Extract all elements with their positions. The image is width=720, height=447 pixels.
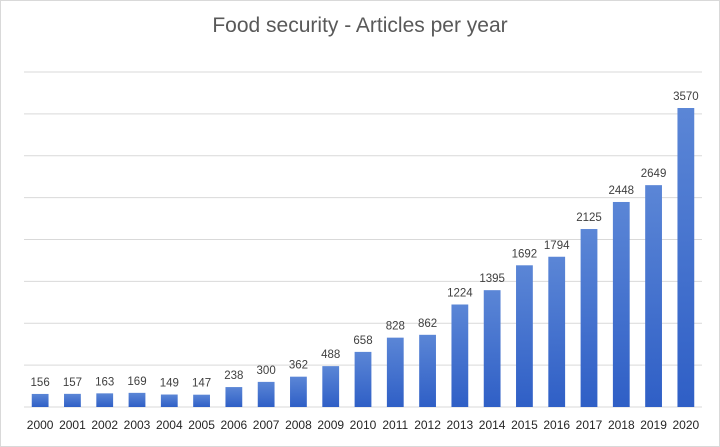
x-tick-2013: 2013 bbox=[447, 418, 474, 432]
bar-2012 bbox=[419, 334, 436, 407]
data-label-2006: 238 bbox=[224, 370, 243, 382]
data-label-2018: 2448 bbox=[608, 185, 634, 197]
bar-2000 bbox=[31, 393, 49, 407]
bar-2003 bbox=[128, 392, 146, 407]
x-tick-2008: 2008 bbox=[285, 418, 312, 432]
x-tick-2009: 2009 bbox=[317, 418, 344, 432]
bar-2009 bbox=[322, 366, 340, 407]
x-tick-2005: 2005 bbox=[188, 418, 215, 432]
x-tick-2017: 2017 bbox=[576, 418, 603, 432]
x-tick-2016: 2016 bbox=[543, 418, 570, 432]
x-tick-2020: 2020 bbox=[673, 418, 700, 432]
bar-2015 bbox=[516, 265, 533, 407]
bar-2013 bbox=[451, 304, 469, 407]
x-tick-2006: 2006 bbox=[221, 418, 248, 432]
bar-2020 bbox=[677, 108, 695, 407]
x-tick-2011: 2011 bbox=[382, 418, 408, 432]
data-label-2004: 149 bbox=[160, 378, 179, 390]
data-label-2005: 147 bbox=[192, 378, 211, 390]
bar-2001 bbox=[64, 393, 81, 407]
data-label-2017: 2125 bbox=[576, 212, 602, 224]
bar-2017 bbox=[580, 229, 598, 407]
bar-2018 bbox=[612, 201, 630, 407]
bar-2016 bbox=[548, 256, 566, 407]
bar-2006 bbox=[225, 387, 243, 407]
x-tick-2004: 2004 bbox=[156, 418, 183, 432]
data-label-2007: 300 bbox=[257, 365, 276, 377]
data-label-2020: 3570 bbox=[673, 91, 699, 103]
data-labels: 156 157 163 169 149 147 238 300 362 488 658 828 862 1… bbox=[31, 91, 699, 390]
x-tick-2000: 2000 bbox=[27, 418, 54, 432]
x-tick-2012: 2012 bbox=[414, 418, 441, 432]
data-label-2003: 169 bbox=[127, 376, 146, 388]
x-tick-2010: 2010 bbox=[350, 418, 377, 432]
x-tick-2002: 2002 bbox=[91, 418, 118, 432]
bar-2019 bbox=[645, 185, 662, 407]
data-label-2011: 828 bbox=[386, 321, 405, 333]
bars bbox=[31, 108, 695, 408]
bar-2004 bbox=[160, 394, 178, 407]
bar-2010 bbox=[354, 351, 372, 407]
data-label-2008: 362 bbox=[289, 360, 308, 372]
data-label-2016: 1794 bbox=[544, 240, 570, 252]
data-label-2010: 658 bbox=[353, 335, 372, 347]
data-label-2013: 1224 bbox=[447, 287, 473, 299]
bar-2002 bbox=[96, 393, 114, 407]
x-tick-2014: 2014 bbox=[479, 418, 506, 432]
chart-title: Food security - Articles per year bbox=[212, 14, 508, 37]
data-label-2019: 2649 bbox=[641, 168, 667, 180]
x-axis-ticks: 2000 2001 2002 2003 2004 2005 2006 2007 2008 2009… bbox=[27, 418, 700, 432]
bar-2011 bbox=[386, 337, 404, 407]
x-tick-2007: 2007 bbox=[253, 418, 280, 432]
data-label-2001: 157 bbox=[63, 377, 82, 389]
x-tick-2001: 2001 bbox=[59, 418, 86, 432]
data-label-2014: 1395 bbox=[479, 273, 505, 285]
bar-2014 bbox=[483, 290, 501, 407]
bar-2005 bbox=[193, 394, 210, 407]
x-tick-2003: 2003 bbox=[124, 418, 151, 432]
data-label-2015: 1692 bbox=[512, 248, 538, 260]
x-tick-2019: 2019 bbox=[640, 418, 667, 432]
bar-2008 bbox=[290, 376, 307, 407]
bar-2007 bbox=[257, 381, 275, 408]
x-tick-2015: 2015 bbox=[511, 418, 538, 432]
data-label-2009: 488 bbox=[321, 349, 340, 361]
data-label-2002: 163 bbox=[95, 376, 114, 388]
data-label-2000: 156 bbox=[31, 377, 50, 389]
data-label-2012: 862 bbox=[418, 318, 437, 330]
x-tick-2018: 2018 bbox=[608, 418, 635, 432]
